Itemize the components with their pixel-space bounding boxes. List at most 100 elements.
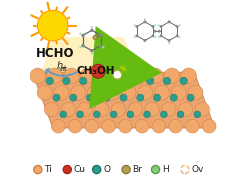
Circle shape xyxy=(79,33,82,35)
Text: CH₃OH: CH₃OH xyxy=(77,66,115,76)
Circle shape xyxy=(54,85,69,100)
Circle shape xyxy=(158,36,160,38)
Circle shape xyxy=(178,36,181,38)
Circle shape xyxy=(134,36,136,38)
Circle shape xyxy=(99,34,103,37)
Text: Ov: Ov xyxy=(191,165,204,174)
Circle shape xyxy=(160,34,163,37)
Circle shape xyxy=(202,119,216,133)
Circle shape xyxy=(153,30,156,33)
Text: VB: VB xyxy=(59,67,68,72)
Circle shape xyxy=(144,111,150,118)
Circle shape xyxy=(70,94,77,101)
Circle shape xyxy=(93,35,97,40)
Circle shape xyxy=(171,85,186,100)
Text: Ti: Ti xyxy=(44,165,52,174)
Circle shape xyxy=(151,25,154,28)
Circle shape xyxy=(134,24,136,26)
Polygon shape xyxy=(32,72,215,128)
Text: Br: Br xyxy=(132,165,142,174)
Text: e⁻: e⁻ xyxy=(119,65,126,70)
Circle shape xyxy=(158,24,160,26)
Circle shape xyxy=(154,36,156,38)
Circle shape xyxy=(152,119,166,133)
Circle shape xyxy=(87,85,103,100)
Circle shape xyxy=(110,111,117,118)
Circle shape xyxy=(104,85,119,100)
Circle shape xyxy=(120,94,127,101)
Text: +: + xyxy=(61,65,67,71)
Circle shape xyxy=(47,68,62,84)
Circle shape xyxy=(80,77,87,85)
Circle shape xyxy=(91,64,105,78)
Circle shape xyxy=(90,29,94,32)
Circle shape xyxy=(93,165,101,174)
Circle shape xyxy=(135,34,138,37)
Circle shape xyxy=(38,10,68,41)
Circle shape xyxy=(130,77,137,85)
Circle shape xyxy=(113,77,120,85)
Circle shape xyxy=(78,102,92,117)
Circle shape xyxy=(85,119,99,133)
Circle shape xyxy=(111,102,126,117)
Circle shape xyxy=(160,25,163,28)
Circle shape xyxy=(113,71,121,79)
Circle shape xyxy=(93,111,100,118)
Circle shape xyxy=(135,119,149,133)
Circle shape xyxy=(195,102,209,117)
Circle shape xyxy=(114,68,129,84)
Circle shape xyxy=(138,85,153,100)
Circle shape xyxy=(160,111,167,118)
Circle shape xyxy=(162,102,176,117)
Circle shape xyxy=(170,94,177,101)
Text: cb: cb xyxy=(122,67,128,72)
Circle shape xyxy=(71,85,86,100)
Circle shape xyxy=(30,68,46,84)
Circle shape xyxy=(77,111,83,118)
Circle shape xyxy=(121,85,136,100)
Text: HCHO: HCHO xyxy=(36,47,75,60)
Text: Cu: Cu xyxy=(74,165,86,174)
Circle shape xyxy=(81,44,85,47)
Circle shape xyxy=(68,119,82,133)
Circle shape xyxy=(34,165,42,174)
Circle shape xyxy=(147,68,163,84)
Circle shape xyxy=(53,94,60,101)
Circle shape xyxy=(154,85,169,100)
Circle shape xyxy=(180,77,187,85)
Circle shape xyxy=(168,20,171,23)
Circle shape xyxy=(177,111,184,118)
Circle shape xyxy=(168,42,170,44)
Circle shape xyxy=(151,165,160,174)
Circle shape xyxy=(137,94,144,101)
Circle shape xyxy=(158,30,161,33)
Circle shape xyxy=(60,111,67,118)
Circle shape xyxy=(144,18,146,20)
Circle shape xyxy=(169,119,183,133)
Text: h: h xyxy=(57,61,62,71)
Circle shape xyxy=(176,25,179,28)
Circle shape xyxy=(86,94,94,101)
Circle shape xyxy=(119,119,132,133)
Circle shape xyxy=(127,111,134,118)
Circle shape xyxy=(145,102,159,117)
Circle shape xyxy=(80,68,96,84)
Circle shape xyxy=(96,77,104,85)
Circle shape xyxy=(61,102,75,117)
Polygon shape xyxy=(41,37,138,72)
Circle shape xyxy=(37,85,52,100)
Circle shape xyxy=(188,85,203,100)
Circle shape xyxy=(102,119,116,133)
Circle shape xyxy=(181,68,197,84)
Circle shape xyxy=(151,34,154,37)
Circle shape xyxy=(81,34,85,37)
Circle shape xyxy=(91,26,93,28)
Circle shape xyxy=(181,165,189,174)
Text: H: H xyxy=(162,165,169,174)
Circle shape xyxy=(168,39,171,42)
Circle shape xyxy=(95,102,109,117)
Circle shape xyxy=(154,24,156,26)
Circle shape xyxy=(102,46,104,48)
Circle shape xyxy=(79,46,82,48)
Circle shape xyxy=(194,111,201,118)
